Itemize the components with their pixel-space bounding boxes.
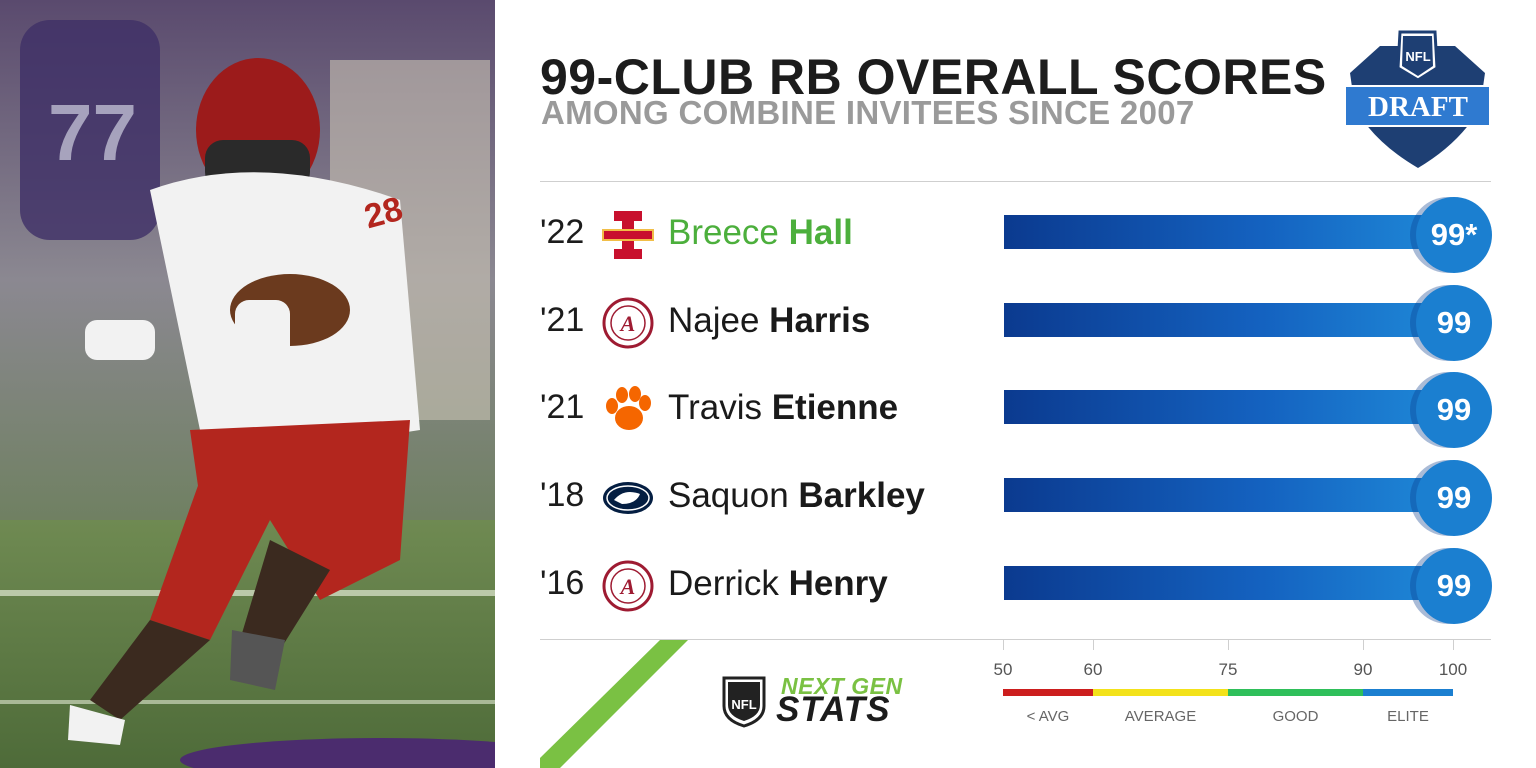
bottom-divider <box>540 639 1491 640</box>
score-bar <box>1004 390 1435 424</box>
bar-track <box>1004 390 1444 424</box>
scale-tick-label: 60 <box>1083 660 1103 679</box>
clemson-paw-icon <box>602 384 654 436</box>
chart-title: 99-CLUB RB OVERALL SCORES <box>540 49 1327 105</box>
player-last-name: Harris <box>769 301 871 340</box>
player-first-name: Najee <box>668 301 770 340</box>
top-divider <box>540 181 1491 182</box>
scale-segment <box>1228 689 1363 696</box>
bar-track <box>1004 215 1444 249</box>
player-row: '18 Saquon Barkley 99 <box>540 458 1492 538</box>
penn-state-logo-icon <box>602 472 654 524</box>
alabama-logo-icon: A <box>602 297 654 349</box>
scale-segment <box>1363 689 1453 696</box>
background-jersey-number: 77 <box>48 88 137 177</box>
player-row: '22 Breece Hall 99* <box>540 195 1492 275</box>
alabama-logo-icon: A <box>602 560 654 612</box>
draft-year: '18 <box>540 476 585 514</box>
score-bar <box>1004 215 1435 249</box>
player-row: '21 Travis Etienne 99 <box>540 370 1492 450</box>
shield-text: NFL <box>731 697 756 712</box>
player-first-name: Derrick <box>668 564 789 603</box>
player-row: '16 A Derrick Henry 99 <box>540 546 1492 626</box>
score-bar <box>1004 303 1435 337</box>
player-name: Saquon Barkley <box>668 476 925 516</box>
score-bar <box>1004 478 1435 512</box>
player-row: '21 A Najee Harris 99 <box>540 283 1492 363</box>
scale-segment-label: ELITE <box>1387 708 1429 725</box>
nfl-draft-logo: NFL DRAFT <box>1340 28 1495 170</box>
player-name: Travis Etienne <box>668 388 898 428</box>
score-badge: 99* <box>1416 197 1492 273</box>
player-name: Breece Hall <box>668 213 853 253</box>
scale-tick <box>1003 640 1004 650</box>
scale-tick <box>1453 640 1454 650</box>
score-badge: 99 <box>1416 285 1492 361</box>
nfl-shield-icon: NFL <box>721 672 767 728</box>
player-last-name: Etienne <box>771 388 899 427</box>
player-photo: 77 28 <box>0 0 495 768</box>
scale-tick <box>1093 640 1094 650</box>
scale-segment-label: < AVG <box>1026 708 1070 725</box>
svg-text:A: A <box>619 311 636 336</box>
player-first-name: Saquon <box>668 476 799 515</box>
bar-track <box>1004 303 1444 337</box>
next-gen-stats-top: NEXT GEN <box>781 673 903 699</box>
player-last-name: Henry <box>788 564 888 603</box>
svg-text:A: A <box>619 574 636 599</box>
player-name: Najee Harris <box>668 301 870 341</box>
next-gen-stats-bottom: STATS <box>776 690 891 729</box>
chart-subtitle: AMONG COMBINE INVITEES SINCE 2007 <box>541 94 1195 131</box>
player-name: Derrick Henry <box>668 564 888 604</box>
green-accent-stripe <box>540 640 700 768</box>
scale-tick-label: 90 <box>1353 660 1373 679</box>
score-badge: 99 <box>1416 460 1492 536</box>
scale-tick <box>1228 640 1229 650</box>
bar-track <box>1004 566 1444 600</box>
score-scale-legend: 50 60 75 90 100 < AVG AVERAGE GOOD ELITE <box>994 640 1493 730</box>
iowa-state-logo-icon <box>602 209 654 261</box>
draft-year: '16 <box>540 564 585 602</box>
draft-year: '21 <box>540 301 585 339</box>
scale-tick-label: 50 <box>993 660 1013 679</box>
draft-year: '21 <box>540 388 585 426</box>
player-last-name: Barkley <box>798 476 925 515</box>
draft-logo-nfl-text: NFL <box>1405 49 1430 64</box>
player-last-name: Hall <box>788 213 853 252</box>
scale-segment-label: GOOD <box>1272 708 1319 725</box>
draft-year: '22 <box>540 213 585 251</box>
bar-track <box>1004 478 1444 512</box>
scale-tick <box>1363 640 1364 650</box>
score-badge: 99 <box>1416 548 1492 624</box>
score-bar <box>1004 566 1435 600</box>
scale-segment-label: AVERAGE <box>1124 708 1197 725</box>
player-first-name: Breece <box>668 213 789 252</box>
scale-tick-label: 100 <box>1438 660 1468 679</box>
score-badge: 99 <box>1416 372 1492 448</box>
scale-tick-label: 75 <box>1218 660 1238 679</box>
scale-segment <box>1003 689 1093 696</box>
scale-segment <box>1093 689 1228 696</box>
player-first-name: Travis <box>668 388 772 427</box>
draft-logo-draft-text: DRAFT <box>1368 91 1468 123</box>
